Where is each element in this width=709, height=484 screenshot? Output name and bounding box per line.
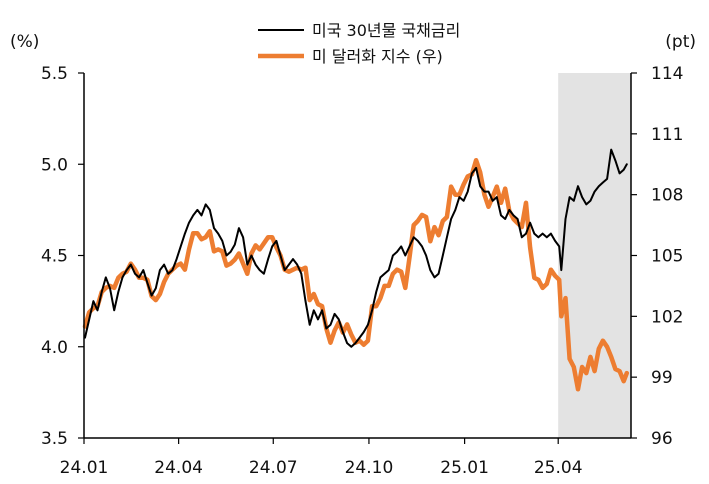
right-tick-label: 111 [651,125,683,145]
legend-label-dollar-index: 미 달러화 지수 (우) [312,47,443,66]
x-axis-ticks: 24.01 24.04 24.07 24.10 25.01 25.04 [60,438,583,478]
right-tick-label: 105 [651,247,683,267]
x-tick-label: 24.01 [60,458,109,478]
series-line-us-30y-yield [84,148,628,348]
left-y-axis-ticks: 3.5 4.0 4.5 5.0 5.5 [41,64,84,449]
legend: 미국 30년물 국채금리 미 달러화 지수 (우) [258,21,460,66]
right-y-axis-ticks: 96 99 102 105 108 111 114 [631,64,683,449]
series-line-dollar-index [82,157,630,392]
right-tick-label: 96 [651,429,673,449]
legend-label-us-30y-yield: 미국 30년물 국채금리 [312,21,460,40]
left-tick-label: 5.5 [41,64,68,84]
left-axis-unit: (%) [10,32,39,52]
left-tick-label: 4.5 [41,247,68,267]
right-axis-unit: (pt) [665,32,696,52]
x-tick-label: 24.04 [154,458,203,478]
x-tick-label: 24.07 [249,458,298,478]
right-tick-label: 114 [651,64,683,84]
x-tick-label: 24.10 [345,458,394,478]
x-tick-label: 25.01 [440,458,489,478]
right-tick-label: 102 [651,307,683,327]
left-tick-label: 3.5 [41,429,68,449]
right-tick-label: 108 [651,186,683,206]
shaded-period [558,73,631,438]
left-tick-label: 4.0 [41,338,68,358]
x-tick-label: 25.04 [534,458,583,478]
left-tick-label: 5.0 [41,155,68,175]
right-tick-label: 99 [651,368,673,388]
